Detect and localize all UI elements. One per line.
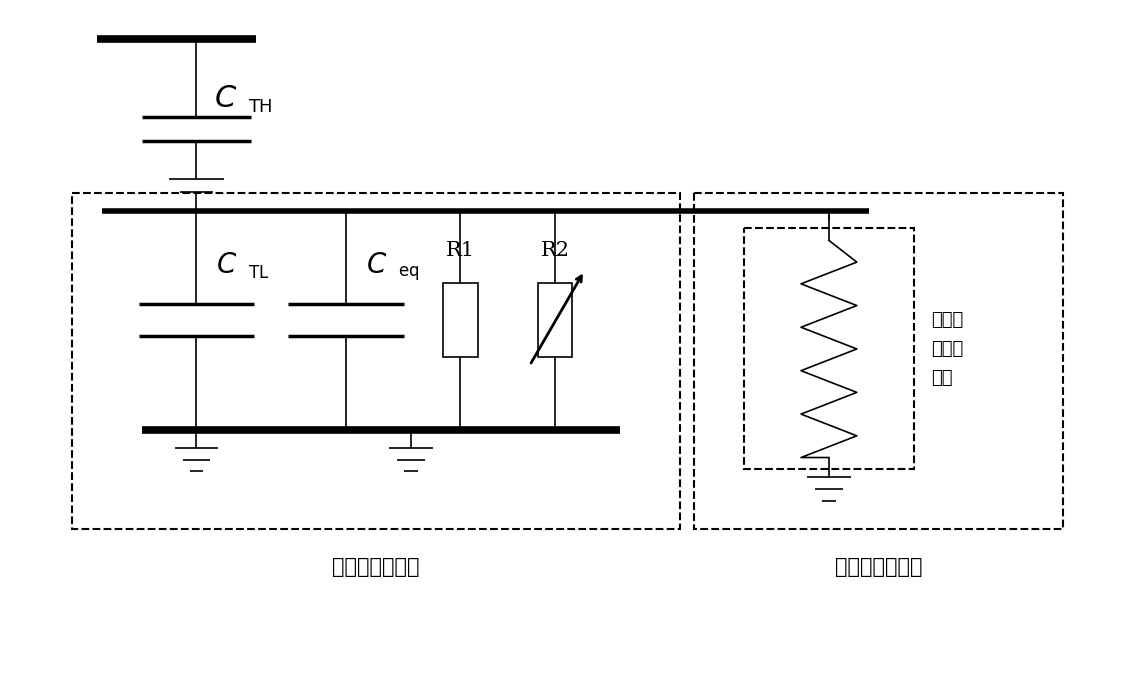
Text: $\mathrm{TL}$: $\mathrm{TL}$ xyxy=(249,264,269,282)
Text: R2: R2 xyxy=(540,241,570,260)
Text: $C$: $C$ xyxy=(216,252,238,279)
Text: R1: R1 xyxy=(446,241,475,260)
Bar xyxy=(744,228,913,469)
Text: $\mathrm{TH}$: $\mathrm{TH}$ xyxy=(249,98,272,116)
Text: 输入回
路等效
阻抵: 输入回 路等效 阻抵 xyxy=(931,311,964,387)
Text: 直流极保护屏柜: 直流极保护屏柜 xyxy=(835,557,922,577)
Bar xyxy=(695,193,1063,529)
Text: $C$: $C$ xyxy=(366,252,387,279)
Bar xyxy=(443,283,477,357)
Text: 末屏电压互感器: 末屏电压互感器 xyxy=(332,557,420,577)
Bar xyxy=(537,283,572,357)
Text: $C$: $C$ xyxy=(214,83,238,115)
Bar xyxy=(72,193,679,529)
Text: $\mathrm{eq}$: $\mathrm{eq}$ xyxy=(397,264,419,282)
